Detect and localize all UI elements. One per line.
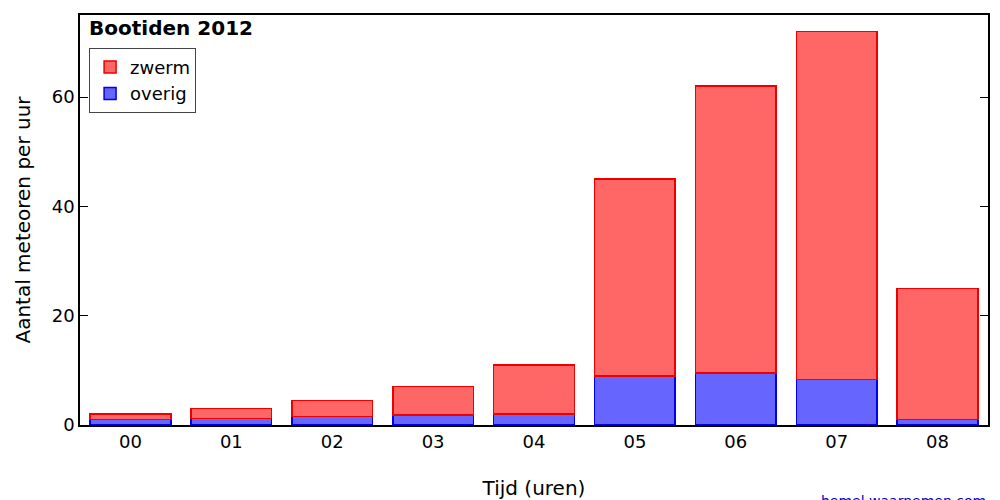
svg-text:hemel.waarnemen.com: hemel.waarnemen.com	[821, 493, 986, 500]
svg-text:04: 04	[523, 431, 546, 452]
svg-text:zwerm: zwerm	[130, 57, 190, 78]
svg-text:Aantal meteoren per uur: Aantal meteoren per uur	[11, 96, 35, 344]
svg-text:0: 0	[63, 414, 74, 435]
svg-text:02: 02	[321, 431, 344, 452]
svg-text:06: 06	[724, 431, 747, 452]
svg-text:07: 07	[825, 431, 848, 452]
svg-text:Tijd (uren): Tijd (uren)	[482, 476, 586, 500]
svg-text:overig: overig	[130, 83, 187, 104]
svg-text:03: 03	[422, 431, 445, 452]
svg-text:01: 01	[220, 431, 243, 452]
svg-text:20: 20	[52, 305, 75, 326]
svg-text:05: 05	[623, 431, 646, 452]
svg-text:40: 40	[52, 196, 75, 217]
svg-text:Bootiden 2012: Bootiden 2012	[89, 16, 253, 40]
svg-text:08: 08	[926, 431, 949, 452]
svg-text:00: 00	[119, 431, 142, 452]
svg-text:60: 60	[52, 86, 75, 107]
